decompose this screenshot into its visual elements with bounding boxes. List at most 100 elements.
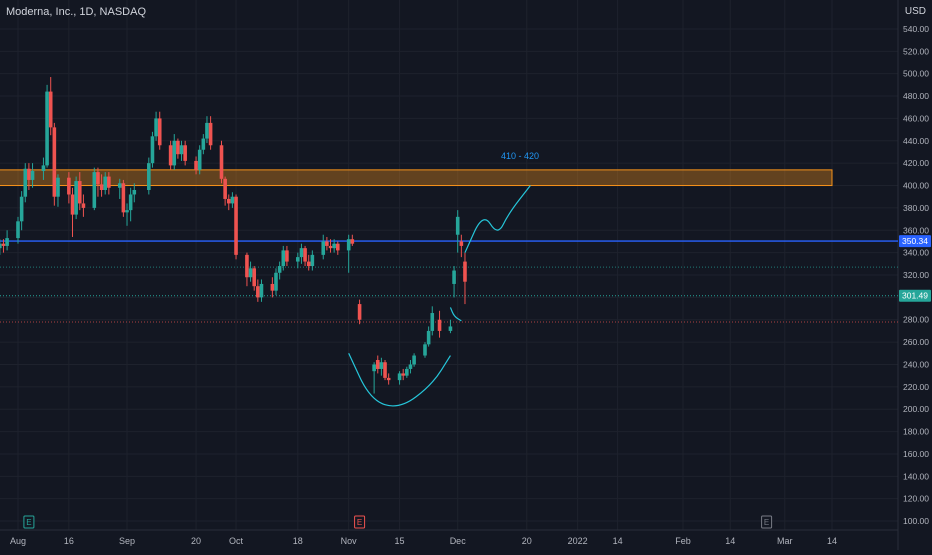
candle-body [67, 177, 71, 195]
x-tick-label: 20 [522, 536, 532, 546]
candle-body [147, 163, 151, 190]
candle-body [383, 362, 387, 378]
candle-body [412, 355, 416, 365]
candle-body [245, 254, 249, 278]
candle-body [117, 183, 122, 188]
candle-body [208, 122, 213, 146]
x-tick-label: Sep [119, 536, 135, 546]
candle-body [277, 266, 282, 273]
resistance-zone[interactable] [0, 169, 833, 187]
candle-body [346, 239, 351, 251]
candle-body [81, 203, 86, 208]
x-tick-label: 20 [191, 536, 201, 546]
x-tick-label: 14 [827, 536, 837, 546]
y-tick-label: 320.00 [903, 270, 929, 280]
candle-body [92, 172, 97, 208]
candle-body [379, 362, 384, 369]
candle-body [426, 330, 431, 345]
drawing-curve-bowl[interactable] [348, 353, 451, 407]
zone-label: 410 - 420 [501, 151, 539, 161]
candle-body [201, 138, 206, 150]
y-tick-label: 440.00 [903, 136, 929, 146]
candle-body [350, 239, 355, 244]
candle-body [96, 172, 100, 185]
y-tick-label: 360.00 [903, 225, 929, 235]
y-tick-label: 480.00 [903, 91, 929, 101]
candle-body [455, 216, 460, 235]
candle-body [5, 238, 9, 246]
candle-body [99, 184, 104, 190]
candle-body [335, 243, 340, 251]
candle-body [325, 241, 329, 246]
candle-body [405, 368, 409, 376]
candle-body [310, 254, 315, 267]
candle-body [306, 261, 311, 267]
candle-body [70, 194, 75, 215]
x-tick-label: 14 [725, 536, 735, 546]
earnings-marker[interactable] [23, 515, 35, 529]
candle-body [372, 364, 376, 372]
y-tick-label: 420.00 [903, 158, 929, 168]
candle-body [157, 118, 162, 146]
y-tick-label: 160.00 [903, 449, 929, 459]
y-tick-label: 500.00 [903, 69, 929, 79]
candle-body [168, 145, 173, 166]
candle-body [0, 243, 2, 249]
x-tick-label: 2022 [568, 536, 588, 546]
y-tick-label: 100.00 [903, 516, 929, 526]
candle-body [77, 181, 82, 204]
candle-body [56, 177, 60, 197]
x-tick-label: Aug [10, 536, 26, 546]
candle-body [27, 168, 31, 180]
earnings-marker[interactable] [354, 515, 366, 529]
y-tick-label: 520.00 [903, 46, 929, 56]
candle-body [430, 313, 435, 331]
candle-body [103, 176, 108, 190]
x-tick-label: Dec [450, 536, 467, 546]
drawing-curve-forecast[interactable] [464, 185, 531, 253]
x-tick-label: Feb [675, 536, 691, 546]
hline-price-badge-bg [899, 235, 931, 248]
y-tick-label: 200.00 [903, 404, 929, 414]
candle-body [321, 241, 326, 255]
candle-body [256, 286, 260, 298]
candle-body [303, 248, 307, 262]
candle-body [437, 319, 442, 331]
y-tick-label: 180.00 [903, 427, 929, 437]
candle-body [270, 283, 275, 291]
candle-body [375, 360, 380, 369]
candle-body [45, 91, 49, 166]
candle-body [357, 304, 362, 320]
y-tick-label: 540.00 [903, 24, 929, 34]
candle-body [332, 243, 336, 249]
candle-body [219, 145, 224, 179]
candle-body [125, 210, 129, 213]
y-tick-label: 240.00 [903, 359, 929, 369]
y-tick-label: 340.00 [903, 248, 929, 258]
y-tick-label: 280.00 [903, 315, 929, 325]
candle-body [16, 221, 20, 239]
x-tick-label: Oct [229, 536, 244, 546]
candle-body [281, 250, 286, 267]
x-tick-label: 16 [64, 536, 74, 546]
candle-body [423, 344, 427, 356]
candle-body [408, 364, 413, 369]
candle-body [23, 168, 28, 197]
x-tick-label: 14 [613, 536, 623, 546]
candle-body [230, 196, 235, 204]
candle-body [463, 261, 467, 282]
x-tick-label: Nov [341, 536, 358, 546]
candle-body [30, 170, 35, 180]
drawing-curve-hook[interactable] [449, 307, 462, 322]
y-tick-label: 220.00 [903, 382, 929, 392]
earnings-marker[interactable] [761, 515, 773, 529]
symbol-title: Moderna, Inc., 1D, NASDAQ [6, 6, 146, 18]
candle-body [252, 268, 257, 287]
candle-body [299, 248, 304, 258]
hline-price-badge: 350.34 [902, 236, 928, 246]
y-tick-label: 380.00 [903, 203, 929, 213]
candle-body [194, 160, 198, 170]
candle-body [223, 178, 227, 199]
